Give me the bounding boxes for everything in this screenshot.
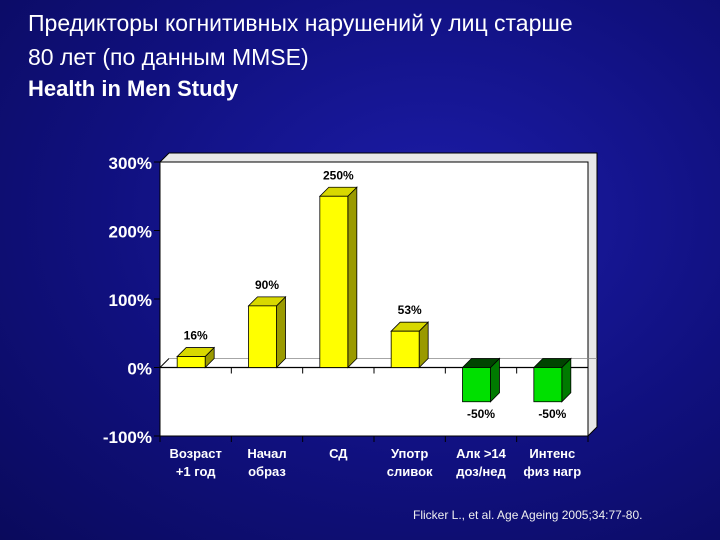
slide-title-line-1: Предикторы когнитивных нарушений у лиц с… (28, 10, 573, 36)
category-label-3-line1: Употр (391, 446, 428, 461)
category-label-3-line2: сливок (387, 464, 433, 479)
bar-side-face (276, 295, 286, 369)
data-label-5: -50% (538, 407, 566, 421)
data-label-1: 90% (255, 278, 279, 292)
bar-3 (390, 321, 430, 369)
bar-5 (532, 357, 572, 403)
bar-front-face (462, 367, 491, 403)
category-label-1-line2: образ (248, 464, 286, 479)
data-label-0: 16% (184, 329, 208, 343)
y-tick-label: 300% (109, 154, 152, 173)
data-label-4: -50% (467, 407, 495, 421)
bar-chart: 300% 200% 100% 0% -100% 16% Возраст +1 год 90% На… (90, 146, 610, 496)
plot-area (159, 161, 589, 437)
bar-4 (461, 357, 501, 403)
bar-chart-svg: 300% 200% 100% 0% -100% 16% Возраст +1 год 90% На… (103, 152, 598, 479)
bar-front-face (533, 367, 563, 403)
data-label-3: 53% (398, 303, 422, 317)
y-tick-label: -100% (103, 428, 152, 447)
y-tick-label: 100% (109, 291, 152, 310)
category-label-4-line1: Алк >14 (456, 446, 507, 461)
category-label-5-line1: Интенс (529, 446, 575, 461)
source-citation: Flicker L., et al. Age Ageing 2005;34:77… (413, 508, 643, 522)
category-label-5-line2: физ нагр (523, 464, 581, 479)
category-label-0-line2: +1 год (176, 464, 216, 479)
slide-title-line-2: 80 лет (по данным MMSE) (28, 44, 309, 70)
bar-0 (176, 346, 216, 369)
bar-front-face (319, 195, 349, 368)
category-label-2-line1: СД (329, 446, 348, 461)
category-label-4-line2: доз/нед (456, 464, 506, 479)
bar-front-face (248, 305, 277, 368)
y-tick-label: 200% (109, 223, 152, 242)
slide-subtitle: Health in Men Study (28, 76, 239, 101)
slide-title-block: Предикторы когнитивных нарушений у лиц с… (28, 6, 708, 104)
zero-baseline-depth (159, 358, 170, 368)
bar-front-face (176, 356, 206, 368)
bar-1 (247, 295, 287, 369)
bar-side-face (347, 186, 358, 369)
bar-2 (318, 186, 358, 369)
bar-front-face (390, 330, 420, 368)
y-tick-label: 0% (127, 360, 152, 379)
category-label-1-line1: Начал (247, 446, 286, 461)
data-label-2: 250% (323, 168, 354, 182)
category-label-0-line1: Возраст (169, 446, 221, 461)
